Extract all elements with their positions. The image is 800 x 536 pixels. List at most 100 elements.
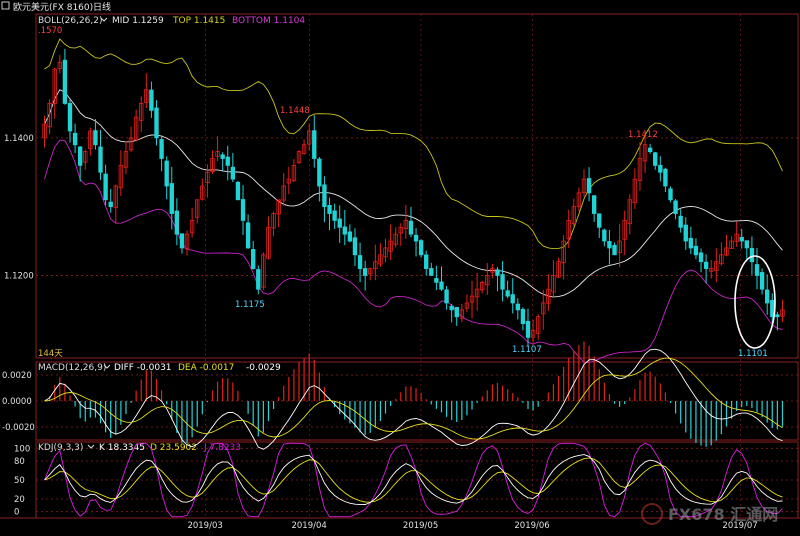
candle-body xyxy=(658,164,663,173)
candle-body xyxy=(245,222,251,249)
candle-body xyxy=(154,107,159,139)
candle-body xyxy=(546,288,551,304)
candle-body xyxy=(276,199,281,215)
candle-body xyxy=(464,302,470,309)
candle-body xyxy=(296,151,302,164)
candle-body xyxy=(357,255,363,269)
candle-body xyxy=(607,241,612,249)
macd-name[interactable]: MACD(12,26,9) xyxy=(38,363,106,373)
x-tick-label: 2019/06 xyxy=(514,521,549,531)
boll-bottom: BOTTOM 1.1104 xyxy=(232,16,305,26)
chevron-down-icon[interactable] xyxy=(103,364,111,369)
candle-body xyxy=(413,234,419,242)
kdj-k-line xyxy=(44,454,783,506)
candle-body xyxy=(617,240,622,253)
candle-body xyxy=(271,213,276,229)
kdj-series xyxy=(44,442,783,518)
chevron-down-icon[interactable] xyxy=(100,17,108,22)
low-label-3: 1.1101 xyxy=(738,349,768,359)
boll-legend: BOLL(26,26,2) MID 1.1259 TOP 1.1415 BOTT… xyxy=(38,16,305,26)
macd-series xyxy=(44,341,784,450)
candle-body xyxy=(83,151,88,163)
candle-body xyxy=(88,130,93,149)
candle-body xyxy=(128,137,134,151)
candle-body xyxy=(459,309,465,319)
chevron-down-icon[interactable] xyxy=(87,444,95,449)
grid xyxy=(36,14,800,518)
candle-body xyxy=(393,233,398,245)
candle-body xyxy=(480,281,485,291)
kdj-legend: KDJ(9,3,3) K 18.3345 D 23.5902 J 7.8233 xyxy=(38,443,241,453)
candle-body xyxy=(597,213,602,228)
candle-body xyxy=(332,210,337,221)
candle-body xyxy=(765,289,770,304)
candle-body xyxy=(729,240,734,250)
candle-body xyxy=(591,195,597,214)
candle-body xyxy=(256,269,261,290)
kdj-j-line xyxy=(44,442,783,518)
candle-body xyxy=(118,164,124,189)
y-tick-label: 0.0020 xyxy=(2,371,32,381)
candle-body xyxy=(749,248,755,263)
candle-body xyxy=(362,268,368,276)
candle-body xyxy=(510,294,515,304)
candle-body xyxy=(261,254,266,288)
y-tick-label: 80 xyxy=(14,457,25,467)
candle-body xyxy=(581,178,587,194)
candle-body xyxy=(551,275,556,293)
candle-body xyxy=(536,316,541,334)
candle-body xyxy=(42,123,47,139)
candle-body xyxy=(424,254,429,269)
candle-body xyxy=(189,219,195,234)
candle-body xyxy=(530,330,536,338)
candle-body xyxy=(429,268,434,276)
candle-body xyxy=(149,89,154,111)
kdj-d: D 23.5902 xyxy=(150,443,197,453)
candle-body xyxy=(210,158,215,173)
x-tick-label: 2019/05 xyxy=(403,521,438,531)
candle-body xyxy=(490,268,495,273)
candle-body xyxy=(347,231,353,242)
candle-body xyxy=(98,146,103,173)
candle-body xyxy=(556,261,561,278)
high-label-1: 1.1448 xyxy=(280,106,310,116)
candle-body xyxy=(200,185,205,200)
candle-body xyxy=(57,61,62,69)
kdj-j: J 7.8233 xyxy=(203,443,241,453)
candle-body xyxy=(174,210,180,235)
candle-body xyxy=(734,233,739,242)
candle-body xyxy=(205,171,210,184)
candle-body xyxy=(220,154,225,159)
y-tick-label: 1.1400 xyxy=(4,134,34,144)
watermark-text: FX678 汇通网 xyxy=(668,505,778,524)
candle-body xyxy=(373,261,378,270)
candle-body xyxy=(251,249,256,269)
candle-body xyxy=(342,226,347,235)
period-label[interactable]: 日线 xyxy=(93,1,111,13)
candle-body xyxy=(663,168,668,187)
y-tick-label: 0 xyxy=(14,508,19,518)
candle-body xyxy=(195,199,200,218)
kdj-name[interactable]: KDJ(9,3,3) xyxy=(38,443,83,453)
candle-body xyxy=(709,268,714,272)
candle-body xyxy=(724,247,729,256)
boll-name[interactable]: BOLL(26,26,2) xyxy=(38,16,103,26)
y-tick-label: 1.1200 xyxy=(4,271,34,281)
candle-body xyxy=(780,309,785,317)
candle-body xyxy=(133,116,139,141)
candle-body xyxy=(439,281,444,290)
candle-body xyxy=(612,244,617,256)
candle-body xyxy=(403,219,409,230)
header: 欧元美元(FX 8160) 日线 xyxy=(1,1,111,13)
candle-body xyxy=(286,178,291,184)
candle-body xyxy=(352,237,358,256)
y-tick-label: -0.0020 xyxy=(2,423,35,433)
candle-body xyxy=(164,160,169,187)
boll-top-line xyxy=(44,38,783,250)
candle-body xyxy=(602,229,607,242)
candle-body xyxy=(627,199,632,225)
candle-body xyxy=(179,233,185,249)
candle-body xyxy=(230,166,236,180)
candle-body xyxy=(383,247,388,258)
